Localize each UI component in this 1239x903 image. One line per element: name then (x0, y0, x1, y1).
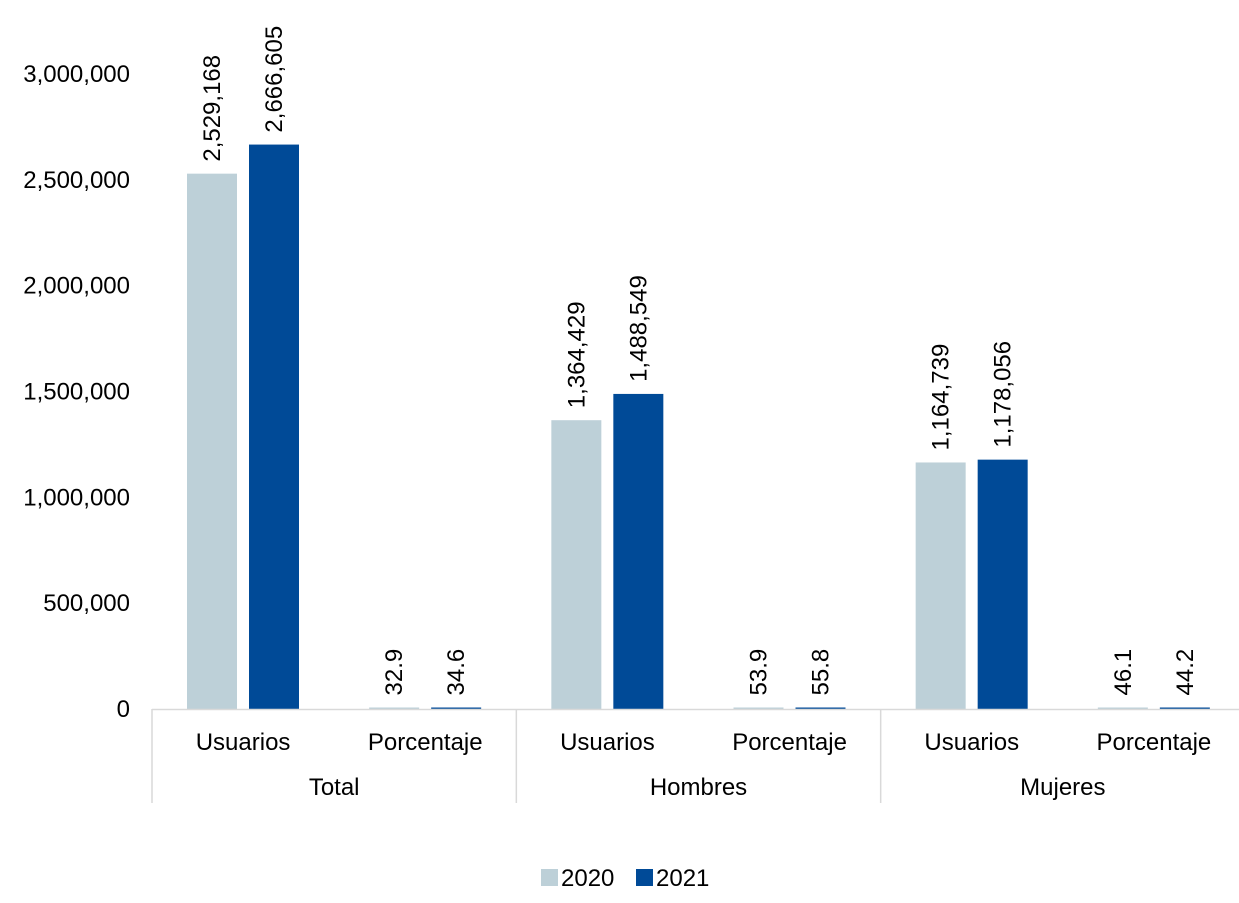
data-label: 55.8 (808, 649, 835, 696)
legend: 2020 2021 (541, 865, 709, 892)
data-label: 1,488,549 (625, 275, 652, 382)
y-tick-label: 1,000,000 (23, 484, 130, 511)
data-label: 32.9 (381, 649, 408, 696)
x-category-label: Usuarios (924, 729, 1019, 756)
x-group-label: Mujeres (1020, 774, 1105, 801)
x-category-label: Usuarios (196, 729, 291, 756)
legend-label-2020: 2020 (561, 865, 614, 892)
bar-2021-usuarios-total (249, 144, 299, 709)
data-label: 34.6 (443, 649, 470, 696)
y-tick-label: 500,000 (43, 590, 130, 617)
y-axis: 0 500,000 1,000,000 1,500,000 2,000,000 2,500… (23, 61, 130, 723)
bar-2020-usuarios-hombres (551, 420, 602, 709)
bar-2021-porcentaje-total (431, 707, 482, 709)
y-tick-label: 3,000,000 (23, 61, 130, 88)
y-tick-label: 0 (117, 696, 130, 723)
data-label: 1,178,056 (990, 341, 1017, 448)
bar-2020-porcentaje-mujeres (1097, 707, 1148, 709)
data-label: 1,364,429 (563, 301, 590, 408)
data-label: 2,529,168 (199, 55, 226, 162)
data-label: 44.2 (1172, 649, 1199, 696)
bar-2021-porcentaje-hombres (795, 707, 846, 709)
bar-2021-usuarios-mujeres (977, 459, 1028, 709)
data-labels: 2,529,168 32.9 1,364,429 53.9 1,164,739 46.1 2… (199, 26, 1199, 696)
y-tick-label: 2,000,000 (23, 273, 130, 300)
y-tick-label: 1,500,000 (23, 379, 130, 406)
x-category-label: Porcentaje (368, 729, 483, 756)
data-label: 46.1 (1110, 649, 1137, 696)
x-category-label: Usuarios (560, 729, 655, 756)
bar-2021-porcentaje-mujeres (1159, 707, 1210, 709)
data-label: 2,666,605 (261, 26, 288, 133)
x-group-label: Hombres (650, 774, 747, 801)
legend-label-2021: 2021 (656, 865, 709, 892)
data-label: 53.9 (746, 649, 773, 696)
y-tick-label: 2,500,000 (23, 167, 130, 194)
data-label: 1,164,739 (928, 344, 955, 451)
bar-2020-porcentaje-hombres (733, 707, 784, 709)
x-group-label: Total (309, 774, 360, 801)
legend-swatch-2021 (636, 869, 653, 886)
bar-2020-porcentaje-total (369, 707, 420, 709)
bars (187, 144, 1210, 710)
x-category-label: Porcentaje (732, 729, 847, 756)
x-category-label: Porcentaje (1097, 729, 1212, 756)
bar-2020-usuarios-mujeres (915, 462, 966, 709)
bar-2021-usuarios-hombres (613, 393, 664, 709)
legend-swatch-2020 (541, 869, 558, 886)
x-axis: Usuarios Porcentaje Usuarios Porcentaje Usua… (151, 708, 1239, 803)
bar-2020-usuarios-total (187, 173, 237, 710)
